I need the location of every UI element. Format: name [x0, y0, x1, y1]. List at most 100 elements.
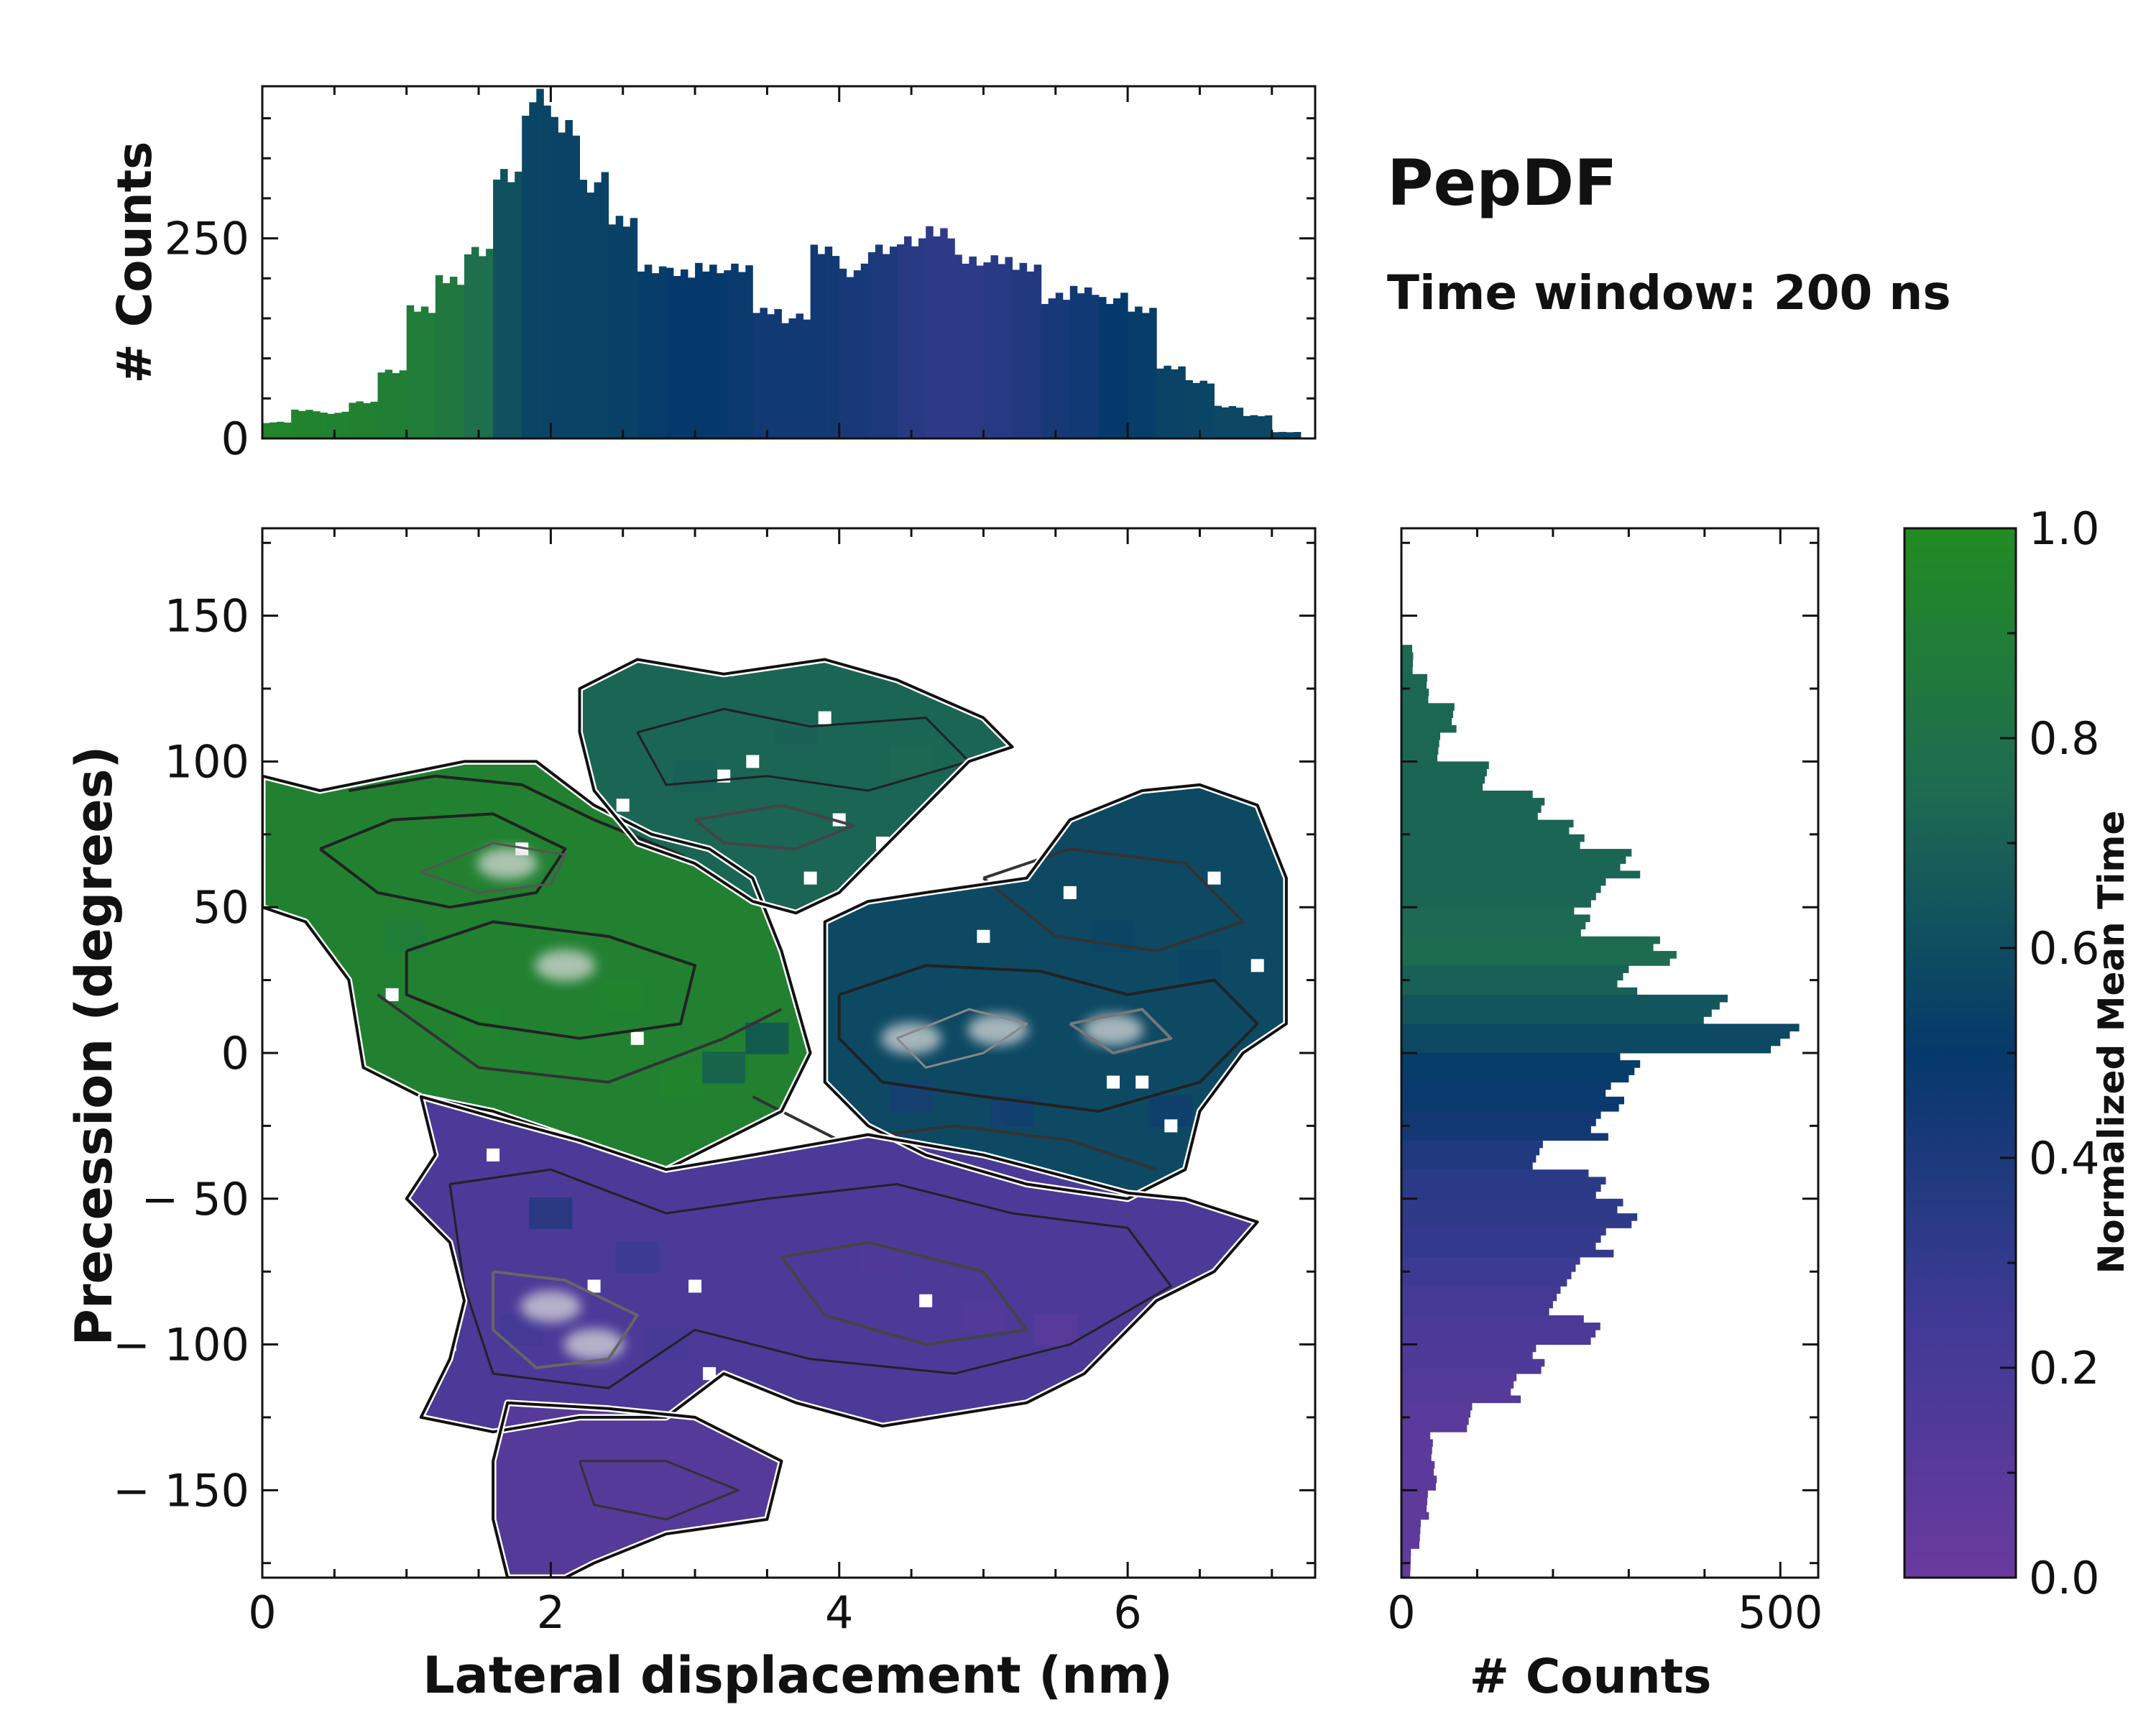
top-histogram-bar: [998, 264, 1005, 438]
top-histogram-bar: [1286, 432, 1294, 438]
top-histogram-bar: [911, 246, 919, 438]
right-histogram-bar: [1401, 1104, 1619, 1112]
top-histogram-bar: [1106, 303, 1114, 438]
right-histogram-bar: [1401, 958, 1670, 966]
right-histogram-bar: [1401, 929, 1581, 937]
main-y-tick-label: 150: [165, 590, 249, 643]
right-histogram-bar: [1401, 1366, 1542, 1374]
top-histogram-bar: [1257, 416, 1266, 438]
right-histogram-bar: [1401, 768, 1487, 777]
right-histogram-bar: [1401, 1075, 1629, 1082]
right-histogram-bar: [1401, 1220, 1632, 1228]
empty-bin: [977, 929, 990, 943]
right-histogram-bar: [1401, 1096, 1624, 1105]
top-histogram-bar: [615, 216, 624, 438]
top-histogram-bar: [1026, 271, 1035, 438]
top-histogram-bar: [918, 238, 926, 438]
right-histogram-bar: [1401, 819, 1574, 828]
top-histogram-bar: [781, 323, 789, 438]
top-histogram-y-axis-label: # Counts: [107, 142, 162, 384]
top-histogram-bar: [1077, 293, 1085, 438]
right-histogram-bar: [1401, 943, 1654, 952]
top-histogram-bar: [731, 263, 739, 438]
empty-bin: [803, 871, 817, 885]
right-histogram-bar: [1401, 1293, 1557, 1302]
colorbar-tick-label: 0.0: [2029, 1552, 2100, 1604]
top-histogram-bar: [1192, 382, 1200, 438]
right-histogram-bar: [1401, 1169, 1589, 1177]
right-histogram-bar: [1401, 1330, 1596, 1338]
right-histogram-bar: [1401, 1126, 1591, 1133]
top-histogram-bar: [976, 265, 984, 438]
right-histogram-bar: [1401, 659, 1413, 668]
right-histogram-bar: [1401, 1344, 1537, 1353]
right-histogram-bar: [1401, 1402, 1473, 1411]
main-y-tick-label: − 100: [113, 1319, 249, 1371]
colorbar-tick-label: 0.4: [2029, 1132, 2100, 1184]
right-histogram-bar: [1401, 1548, 1411, 1556]
top-histogram-bar: [392, 373, 400, 438]
right-histogram-bar: [1401, 1147, 1540, 1156]
top-histogram-bar: [334, 413, 342, 438]
colorbar-label: Normalized Mean Time: [2091, 811, 2132, 1274]
heatmap-texture-cell: [384, 920, 428, 952]
density-contour: [420, 842, 566, 894]
colorbar-ticks: 0.0 0.2 0.4 0.6 0.8 1.0: [2000, 502, 2100, 1604]
right-histogram-bar: [1401, 1570, 1411, 1578]
heatmap-texture-cell: [601, 978, 645, 1011]
density-contour: [895, 1008, 1028, 1069]
top-histogram-bar: [1185, 380, 1193, 438]
top-histogram-bar: [803, 319, 811, 438]
right-histogram-bar: [1401, 1497, 1427, 1506]
empty-bin: [1250, 959, 1264, 972]
right-histogram-bar: [1401, 1205, 1618, 1214]
heatmap-texture-cell: [702, 1052, 746, 1084]
main-x-tick-label: 6: [1113, 1586, 1141, 1639]
top-histogram-bar: [313, 411, 321, 438]
empty-bin: [818, 711, 831, 724]
top-histogram-bar: [630, 218, 638, 438]
heatmap-texture-cell: [962, 1300, 1005, 1331]
top-histogram-bar: [1214, 405, 1222, 438]
right-histogram-bar: [1401, 783, 1483, 791]
colorbar-tick-label: 1.0: [2029, 502, 2100, 555]
right-histogram-bar: [1401, 666, 1413, 675]
main-y-ticks: 150 100 50 0 − 50 − 100 − 150: [113, 541, 1315, 1565]
heatmap-region-right-lobe: [824, 784, 1286, 1199]
right-histogram-bar: [1401, 1256, 1580, 1265]
top-histogram-bar: [529, 102, 537, 439]
top-histogram-bar: [1293, 432, 1302, 438]
right-histogram-bar: [1401, 1024, 1800, 1031]
right-histogram-bar: [1401, 1322, 1600, 1330]
right-histogram-bar: [1401, 1067, 1635, 1075]
right-histogram-bar: [1401, 900, 1591, 908]
right-histogram-bar: [1401, 827, 1570, 835]
top-histogram-bar: [284, 423, 292, 438]
right-histogram-bar: [1401, 1264, 1576, 1272]
right-histogram-bar: [1401, 870, 1641, 879]
empty-bin: [688, 1279, 702, 1293]
right-histogram-bar: [1401, 696, 1429, 704]
top-histogram-bar: [724, 270, 732, 438]
region-outline: [492, 1401, 783, 1578]
top-histogram-bar: [983, 262, 991, 438]
empty-bin: [746, 755, 760, 768]
main-x-ticks: 0 2 4 6: [248, 528, 1273, 1639]
main-x-tick-label: 4: [825, 1586, 853, 1639]
top-histogram-bar: [1271, 432, 1280, 438]
right-histogram-bar: [1401, 1563, 1411, 1571]
heatmap-texture-cell: [1033, 1314, 1077, 1346]
right-histogram-bar: [1401, 1111, 1601, 1119]
right-histogram-bar: [1401, 717, 1452, 726]
chart-title: PepDF: [1387, 146, 1617, 220]
top-histogram-bar: [969, 256, 977, 438]
top-histogram-bar: [926, 226, 934, 438]
top-histogram-bar: [442, 283, 451, 438]
right-histogram-bar: [1401, 1374, 1517, 1381]
top-histogram-y-tick-label: 250: [165, 213, 249, 265]
top-histogram-bar: [522, 116, 530, 438]
density-contour: [377, 993, 783, 1084]
right-histogram-bar: [1401, 1446, 1432, 1455]
right-histogram-bar: [1401, 761, 1489, 769]
right-histogram-bar: [1401, 1184, 1601, 1192]
